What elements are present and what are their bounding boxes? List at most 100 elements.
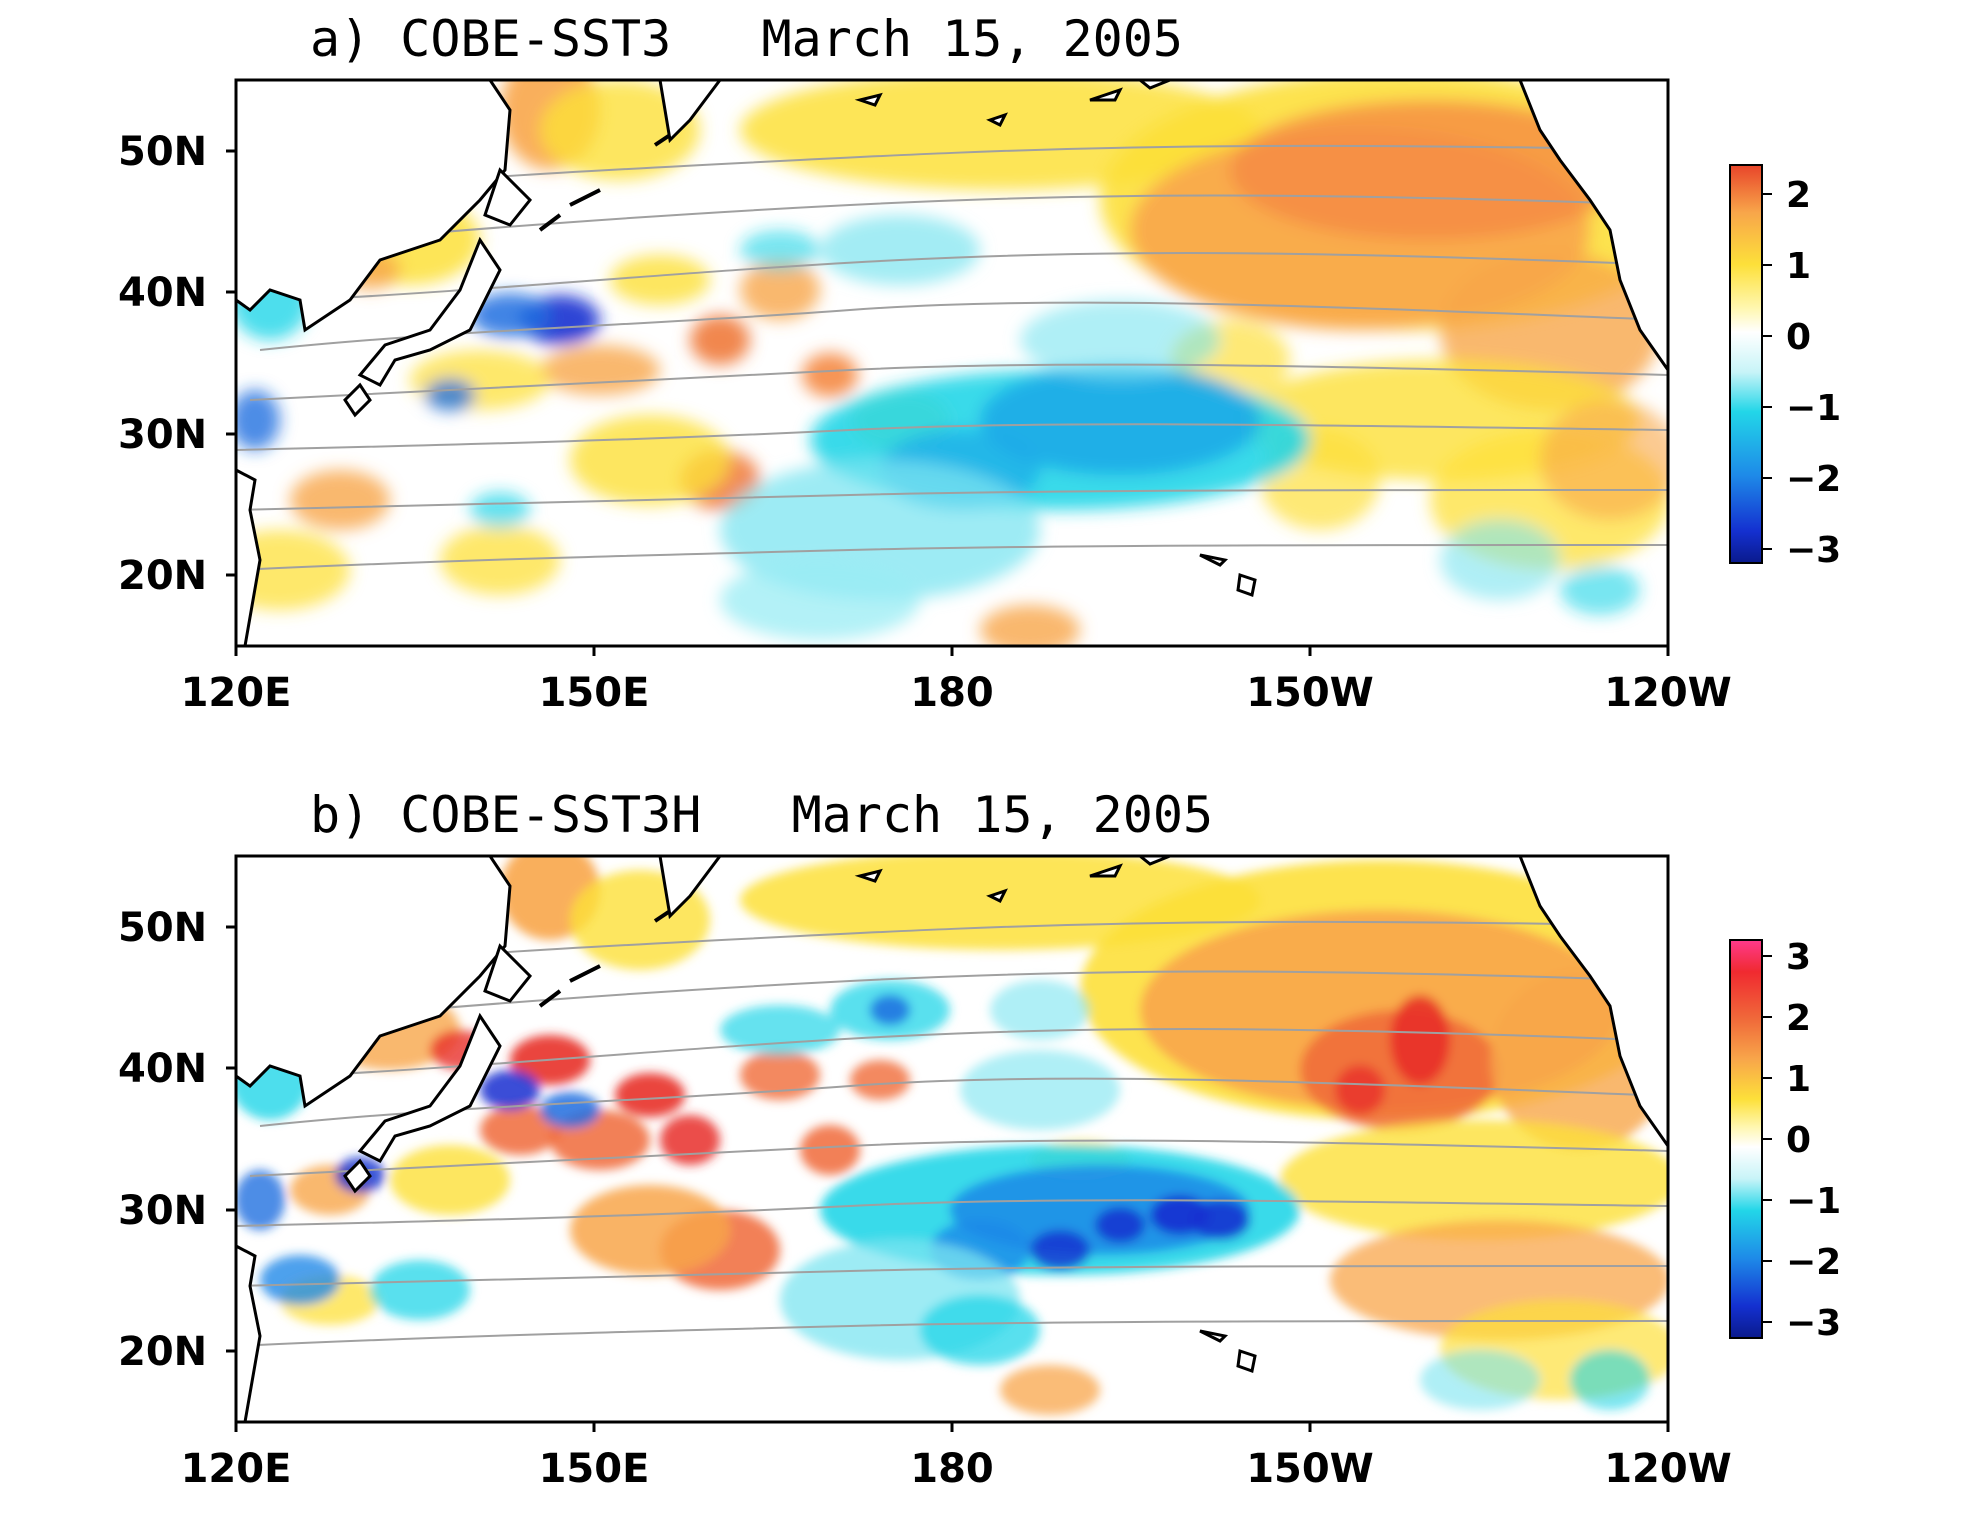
warm-patch <box>740 80 1260 190</box>
y-tick-label: 50N <box>118 905 207 951</box>
panel-b: b) COBE-SST3H March 15, 2005 <box>118 786 1841 1492</box>
cool-patch <box>480 1070 540 1110</box>
kyushu <box>343 1158 372 1194</box>
x-tick-label: 120E <box>181 670 292 716</box>
cool-patch <box>960 1050 1120 1130</box>
cool-patch <box>236 390 280 450</box>
japan-honshu <box>357 1012 502 1163</box>
colorbar-tick-label: 2 <box>1786 175 1811 216</box>
cool-patch <box>870 995 910 1025</box>
x-tick-label: 150E <box>539 670 650 716</box>
panel-a-coastline <box>236 80 1668 646</box>
warm-patch <box>570 1185 730 1275</box>
aleutian-c <box>1089 87 1123 102</box>
asia-coast <box>236 856 512 1109</box>
cool-patch <box>720 1005 840 1055</box>
panel-b-x-axis <box>234 1422 1670 1432</box>
warm-patch <box>1280 1120 1668 1240</box>
warm-patch <box>290 470 390 530</box>
warm-patch <box>690 315 750 365</box>
warm-patch <box>660 1115 720 1165</box>
cool-patch <box>1440 520 1560 600</box>
y-tick-label: 20N <box>118 1329 207 1375</box>
warm-patch <box>390 1145 510 1215</box>
colorbar-tick-label: −1 <box>1786 388 1841 429</box>
aleutian-a <box>854 92 883 107</box>
warm-patch <box>480 1105 560 1155</box>
warm-patch <box>1390 995 1450 1085</box>
warm-patch <box>740 260 820 320</box>
aleutian-b <box>986 112 1008 128</box>
asia-coast <box>236 80 512 333</box>
aleutian-d <box>1137 80 1171 90</box>
cool-patch <box>370 1260 470 1320</box>
x-tick-label: 150W <box>1246 670 1374 716</box>
panel-b-colorbar-ticks <box>1762 955 1772 1323</box>
warm-patch <box>980 605 1080 646</box>
japan-honshu <box>357 236 502 387</box>
aleutian-c <box>1089 863 1123 878</box>
colorbar-tick-label: 0 <box>1786 1120 1811 1161</box>
x-tick-label: 150W <box>1246 1446 1374 1492</box>
colorbar-tick-label: −1 <box>1786 1181 1841 1222</box>
warm-patch <box>540 345 660 395</box>
hokkaido <box>483 167 533 227</box>
warm-patch <box>236 530 350 610</box>
cool-patch <box>720 560 920 640</box>
cool-patch <box>1030 1230 1090 1270</box>
kurile-dashes <box>538 909 672 1008</box>
panel-b-coastline <box>236 856 1668 1422</box>
x-tick-label: 150E <box>539 1446 650 1492</box>
panel-a-x-axis <box>234 646 1670 656</box>
panel-a: a) COBE-SST3 March 15, 2005 <box>118 10 1841 716</box>
aleutian-d <box>1137 856 1171 866</box>
hokkaido <box>483 943 533 1003</box>
colorbar-tick-label: 2 <box>1786 998 1811 1039</box>
hawaii-small <box>1199 553 1229 567</box>
kamchatka <box>658 856 722 920</box>
warm-patch <box>540 80 700 180</box>
aleutian-a <box>854 868 883 883</box>
cool-patch <box>920 1295 1040 1365</box>
x-tick-label: 180 <box>910 1446 994 1492</box>
cool-patch <box>470 293 550 337</box>
china-coast <box>236 468 262 646</box>
kyushu <box>343 382 372 418</box>
cool-patch <box>980 365 1260 475</box>
y-tick-label: 30N <box>118 412 207 458</box>
cool-patch <box>1560 565 1640 615</box>
warm-patch <box>1000 1365 1100 1415</box>
x-tick-label: 120W <box>1604 670 1732 716</box>
panel-b-y-axis <box>226 925 236 1353</box>
cool-patch <box>540 1092 600 1128</box>
aleutian-b <box>986 888 1008 904</box>
panel-b-colorbar <box>1729 939 1763 1339</box>
cool-patch <box>1570 1350 1650 1410</box>
warm-patch <box>740 1050 820 1100</box>
north-america <box>1518 80 1668 373</box>
cool-patch <box>1095 1207 1145 1243</box>
cool-patch <box>740 230 820 270</box>
warm-patch <box>850 1060 910 1100</box>
warm-patch <box>1540 400 1668 520</box>
cool-patch <box>1420 1350 1540 1410</box>
cool-patch <box>470 492 530 528</box>
cool-patch <box>820 215 980 285</box>
china-coast <box>236 1244 262 1422</box>
y-tick-label: 30N <box>118 1188 207 1234</box>
warm-patch <box>802 353 858 397</box>
cool-patch <box>260 1255 340 1305</box>
warm-patch <box>1335 1065 1385 1115</box>
x-tick-label: 180 <box>910 670 994 716</box>
kamchatka <box>658 80 722 144</box>
panel-a-colorbar-ticks <box>1762 193 1772 550</box>
colorbar-tick-label: −2 <box>1786 1242 1841 1283</box>
y-tick-label: 40N <box>118 1046 207 1092</box>
x-tick-label: 120E <box>181 1446 292 1492</box>
cool-patch <box>1020 300 1220 380</box>
colorbar-tick-label: 0 <box>1786 317 1811 358</box>
warm-patch <box>610 255 710 305</box>
panel-a-title: a) COBE-SST3 March 15, 2005 <box>310 10 1183 68</box>
hawaii-big <box>1236 1349 1257 1373</box>
kurile-dashes <box>538 133 672 232</box>
